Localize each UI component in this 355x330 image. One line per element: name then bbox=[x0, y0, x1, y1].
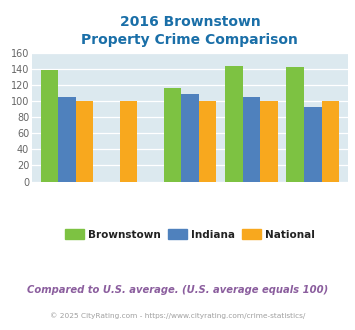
Bar bbox=[76, 101, 93, 182]
Bar bbox=[286, 67, 304, 182]
Bar bbox=[181, 94, 199, 182]
Bar bbox=[225, 66, 242, 182]
Bar bbox=[304, 107, 322, 182]
Bar bbox=[242, 97, 260, 182]
Bar bbox=[199, 101, 216, 182]
Bar bbox=[164, 88, 181, 182]
Text: Compared to U.S. average. (U.S. average equals 100): Compared to U.S. average. (U.S. average … bbox=[27, 285, 328, 295]
Bar bbox=[120, 101, 137, 182]
Bar bbox=[322, 101, 339, 182]
Legend: Brownstown, Indiana, National: Brownstown, Indiana, National bbox=[61, 225, 319, 244]
Bar bbox=[260, 101, 278, 182]
Title: 2016 Brownstown
Property Crime Comparison: 2016 Brownstown Property Crime Compariso… bbox=[82, 15, 298, 48]
Bar bbox=[41, 71, 58, 182]
Bar bbox=[58, 97, 76, 182]
Text: © 2025 CityRating.com - https://www.cityrating.com/crime-statistics/: © 2025 CityRating.com - https://www.city… bbox=[50, 312, 305, 318]
